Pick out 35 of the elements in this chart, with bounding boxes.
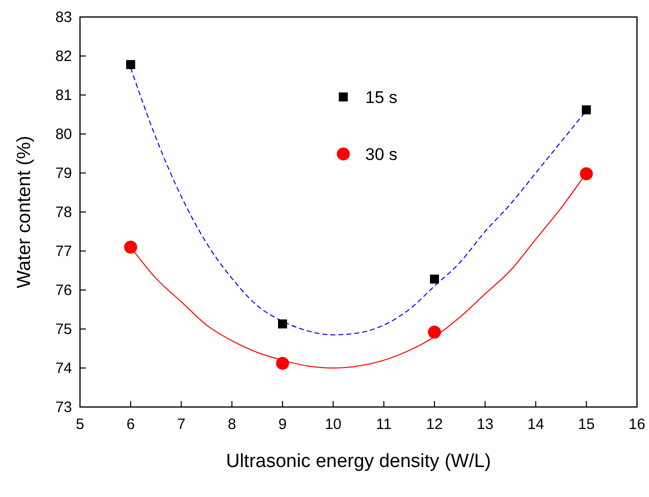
y-tick-label: 80 <box>55 126 72 143</box>
y-tick-label: 79 <box>55 165 72 182</box>
point <box>124 240 138 254</box>
x-tick-label: 6 <box>126 416 135 433</box>
point <box>428 326 441 339</box>
y-tick-label: 77 <box>55 243 72 260</box>
point <box>126 60 136 70</box>
y-tick-label: 78 <box>55 204 72 221</box>
y-tick-label: 81 <box>55 87 72 104</box>
legend-label: 15 s <box>365 88 398 107</box>
point <box>580 167 593 180</box>
y-tick-label: 76 <box>55 282 72 299</box>
y-tick-label: 75 <box>55 321 72 338</box>
point <box>582 105 591 114</box>
point <box>276 356 290 370</box>
x-tick-label: 5 <box>76 416 84 433</box>
x-tick-label: 8 <box>228 416 236 433</box>
point <box>430 274 439 284</box>
y-tick-label: 82 <box>55 48 72 65</box>
y-tick-label: 83 <box>55 9 72 26</box>
x-tick-label: 14 <box>527 416 544 433</box>
point <box>278 319 288 328</box>
x-tick-label: 15 <box>578 416 595 433</box>
legend-label: 30 s <box>365 144 398 164</box>
y-tick-label: 74 <box>55 360 72 377</box>
x-tick-label: 7 <box>177 416 186 433</box>
y-tick-label: 73 <box>55 399 72 416</box>
x-tick-label: 9 <box>278 416 287 433</box>
x-tick-label: 11 <box>376 416 392 433</box>
x-axis-title: Ultrasonic energy density (W/L) <box>226 451 492 472</box>
y-axis-title: Water content (%) <box>14 136 35 288</box>
x-tick-label: 12 <box>426 416 443 433</box>
x-tick-label: 16 <box>628 416 646 433</box>
x-tick-label: 10 <box>324 416 342 433</box>
x-tick-label: 13 <box>476 416 494 433</box>
